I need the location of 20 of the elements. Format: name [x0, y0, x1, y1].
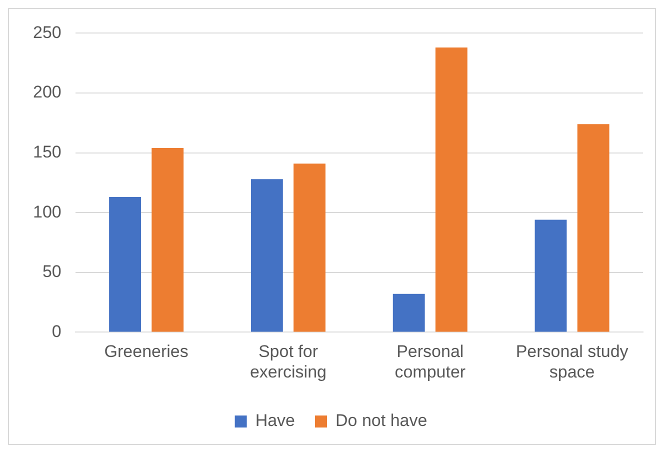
y-tick-label: 200 — [32, 82, 62, 102]
x-tick-label: Spot for exercising — [250, 342, 326, 382]
bar — [152, 148, 184, 332]
bar — [435, 48, 468, 332]
x-tick-label: Personal computer — [394, 342, 466, 382]
legend-label: Do not have — [336, 411, 428, 430]
bar — [392, 294, 425, 332]
y-tick-label: 100 — [32, 202, 62, 222]
bar — [577, 124, 610, 332]
y-tick-label: 150 — [32, 142, 62, 162]
x-tick-label: Greeneries — [104, 342, 188, 362]
bar — [109, 197, 141, 332]
y-tick-label: 250 — [32, 22, 62, 42]
x-tick-label: Personal study space — [516, 342, 629, 382]
legend-label: Have — [255, 411, 296, 430]
y-tick-label: 0 — [52, 322, 62, 341]
y-tick-label: 50 — [42, 262, 62, 282]
bar — [534, 220, 567, 332]
bar — [250, 179, 283, 332]
bar — [294, 164, 326, 332]
